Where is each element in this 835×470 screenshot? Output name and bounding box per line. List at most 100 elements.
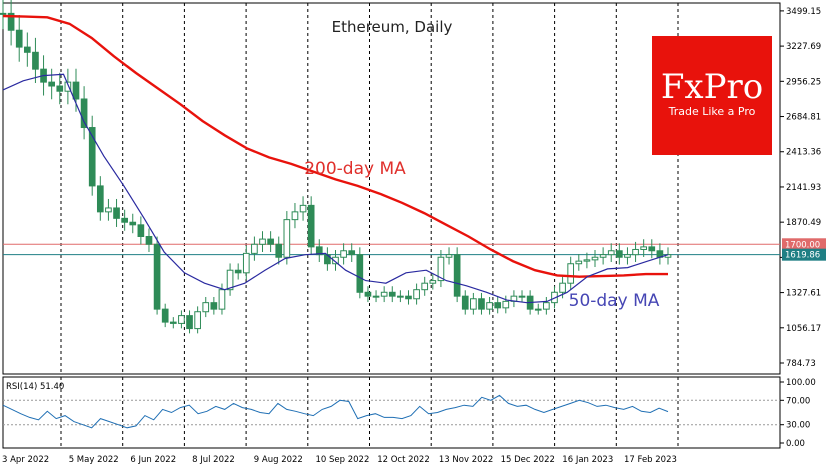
rsi-tick-label: 30.00 xyxy=(786,421,810,431)
candle-body xyxy=(624,254,631,258)
candle-body xyxy=(405,295,412,300)
candle-body xyxy=(356,254,364,293)
candle-body xyxy=(161,308,169,323)
candle-body xyxy=(210,302,218,310)
candle-body xyxy=(226,269,234,291)
candle-body xyxy=(648,246,656,252)
candle-body xyxy=(80,98,88,129)
candle-body xyxy=(388,291,396,297)
fxpro-logo: FxPro Trade Like a Pro xyxy=(652,36,772,155)
candle-body xyxy=(591,256,599,261)
x-axis-ticks: 3 Apr 2022 5 May 2022 6 Jun 2022 8 Jul 2022… xyxy=(2,455,677,465)
y-tick-label: 2684.81 xyxy=(786,113,821,123)
candle-body xyxy=(145,235,153,245)
candle-body xyxy=(429,280,437,284)
candle-body xyxy=(470,298,477,310)
level-badge xyxy=(782,238,826,251)
level-badge-label: 1700.00 xyxy=(785,240,820,250)
candle-body xyxy=(486,302,493,310)
rsi-tick-label: 100.00 xyxy=(786,378,816,388)
candle-body xyxy=(494,302,502,309)
candle-body xyxy=(64,81,72,92)
candle-body xyxy=(413,289,420,300)
ma-50-line xyxy=(2,73,669,304)
candle-body xyxy=(129,221,137,226)
level-badge-label: 1619.86 xyxy=(785,251,820,261)
candle-body xyxy=(56,85,64,92)
moving-averages xyxy=(2,14,669,304)
candle-body xyxy=(121,217,128,223)
y-tick-label: 1056.17 xyxy=(786,324,821,334)
candle-body xyxy=(178,315,185,324)
candle-body xyxy=(380,291,388,297)
candle-body xyxy=(640,246,648,250)
y-tick-label: 2413.36 xyxy=(786,148,821,158)
candle-body xyxy=(7,12,15,31)
candle-body xyxy=(234,269,242,274)
y-tick-label: 3499.15 xyxy=(786,7,821,17)
candle-body xyxy=(307,204,315,248)
x-tick-label: 8 Jul 2022 xyxy=(192,455,235,465)
candle-body xyxy=(315,246,323,256)
candle-body xyxy=(137,224,145,237)
logo-tagline: Trade Like a Pro xyxy=(668,105,756,118)
candle-body xyxy=(543,302,550,310)
rsi-label: RSI(14) 51.40 xyxy=(6,382,64,392)
candle-body xyxy=(251,243,258,254)
annotation-200-ma: 200-day MA xyxy=(304,159,406,179)
x-tick-label: 12 Oct 2022 xyxy=(377,455,430,465)
candle-body xyxy=(275,243,283,258)
candle-body xyxy=(397,295,404,298)
candle-body xyxy=(48,81,55,87)
candle-body xyxy=(202,302,210,313)
candle-body xyxy=(0,12,7,15)
logo-background xyxy=(652,36,772,155)
candle-body xyxy=(364,291,372,297)
y-tick-label: 2956.25 xyxy=(786,77,821,87)
candle-body xyxy=(340,250,347,258)
candle-body xyxy=(23,46,31,53)
rsi-panel xyxy=(2,376,781,449)
candle-body xyxy=(348,250,356,256)
candle-body xyxy=(534,308,542,311)
logo-brand: FxPro xyxy=(661,67,763,107)
x-tick-label: 10 Sep 2022 xyxy=(316,455,370,465)
candle-body xyxy=(567,263,575,284)
candle-body xyxy=(88,127,96,187)
candle-body xyxy=(599,254,607,258)
y-tick-label: 3227.69 xyxy=(786,42,821,52)
x-tick-label: 9 Aug 2022 xyxy=(254,455,303,465)
rsi-tick-label: 70.00 xyxy=(786,396,810,406)
y-tick-label: 1870.49 xyxy=(786,218,821,228)
price-panel xyxy=(2,2,781,375)
x-tick-label: 13 Nov 2022 xyxy=(439,455,493,465)
rsi-series xyxy=(2,394,780,429)
candle-body xyxy=(15,29,23,48)
candle-body xyxy=(283,219,291,258)
x-tick-label: 16 Jan 2023 xyxy=(562,455,613,465)
candle-body xyxy=(332,256,339,265)
candle-body xyxy=(453,254,461,297)
chart-title: Ethereum, Daily xyxy=(332,18,453,36)
y-axis-ticks: 3499.15 3227.69 2956.25 2684.81 2413.36 2141.… xyxy=(780,7,821,449)
candle-body xyxy=(445,254,453,258)
x-tick-label: 17 Feb 2023 xyxy=(624,455,677,465)
candle-body xyxy=(607,250,615,256)
candle-body xyxy=(96,185,104,213)
candle-body xyxy=(502,300,510,309)
candle-body xyxy=(559,282,566,293)
candle-body xyxy=(105,207,112,213)
candle-body xyxy=(372,295,380,298)
candle-body xyxy=(478,298,485,310)
candle-body xyxy=(518,295,526,298)
rsi-tick-label: 0.00 xyxy=(786,439,805,449)
candle-body xyxy=(32,51,39,70)
candle-body xyxy=(72,81,80,100)
candle-body xyxy=(153,243,161,310)
candle-body xyxy=(437,256,445,282)
x-tick-label: 15 Dec 2022 xyxy=(501,455,555,465)
price-candles xyxy=(0,0,672,334)
candle-body xyxy=(299,204,307,213)
